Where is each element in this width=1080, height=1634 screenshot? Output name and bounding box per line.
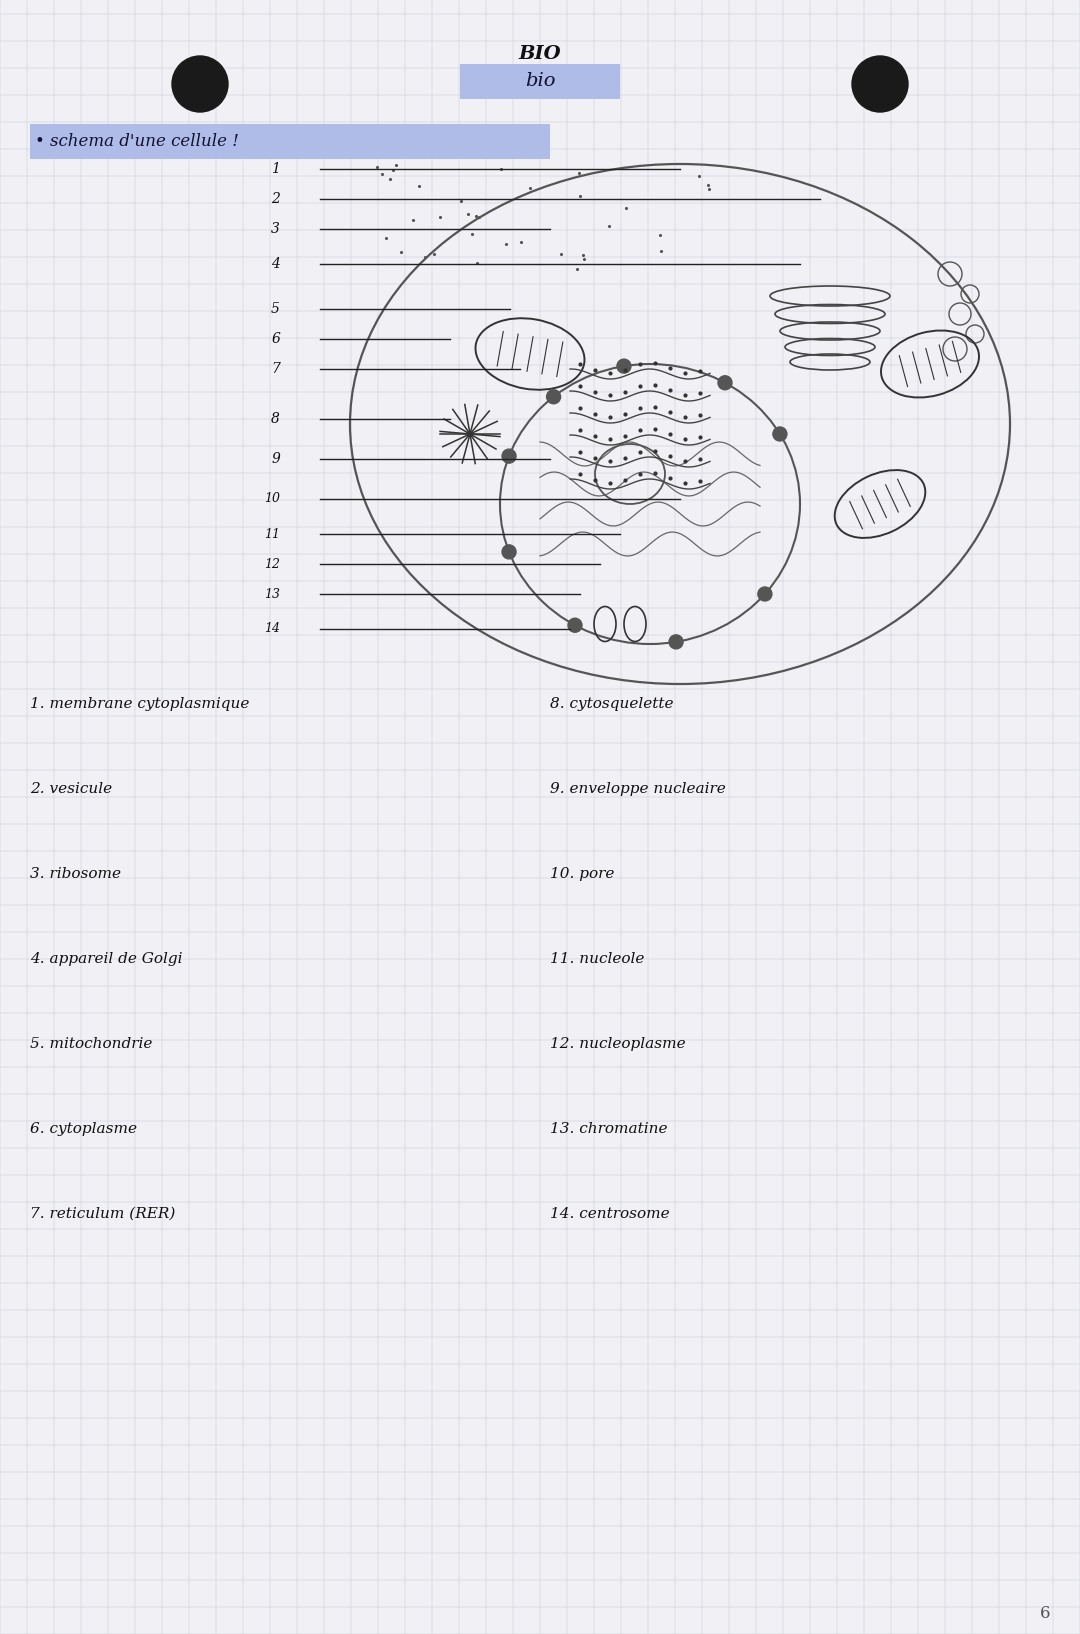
Text: 6: 6 [271,332,280,346]
Text: 2. vesicule: 2. vesicule [30,783,112,796]
Text: 9: 9 [271,453,280,466]
Circle shape [502,449,516,462]
Text: 10: 10 [264,492,280,505]
Text: 5. mitochondrie: 5. mitochondrie [30,1038,152,1051]
Circle shape [617,359,631,373]
Text: 12: 12 [264,557,280,570]
Text: 8. cytosquelette: 8. cytosquelette [550,698,674,711]
Text: 14. centrosome: 14. centrosome [550,1208,670,1221]
Text: bio: bio [525,72,555,90]
Circle shape [718,376,732,391]
Text: 8: 8 [271,412,280,426]
Text: 7: 7 [271,363,280,376]
Circle shape [852,56,908,113]
Text: 14: 14 [264,623,280,636]
Circle shape [546,391,561,404]
Circle shape [172,56,228,113]
Text: 11. nucleole: 11. nucleole [550,953,645,966]
Circle shape [502,544,516,559]
Text: 3: 3 [271,222,280,235]
Text: 1. membrane cytoplasmique: 1. membrane cytoplasmique [30,698,249,711]
Text: 1: 1 [271,162,280,176]
Text: 3. ribosome: 3. ribosome [30,868,121,881]
FancyBboxPatch shape [460,64,620,100]
Circle shape [669,636,683,649]
Circle shape [758,587,772,601]
Text: 5: 5 [271,302,280,315]
Text: 4: 4 [271,257,280,271]
Text: 11: 11 [264,528,280,541]
Text: 10. pore: 10. pore [550,868,615,881]
Text: 7. reticulum (RER): 7. reticulum (RER) [30,1208,175,1221]
Circle shape [568,618,582,632]
Text: 6: 6 [1039,1606,1050,1623]
Text: 2: 2 [271,193,280,206]
Circle shape [773,426,787,441]
Text: 4. appareil de Golgi: 4. appareil de Golgi [30,953,183,966]
Text: 6. cytoplasme: 6. cytoplasme [30,1123,137,1136]
FancyBboxPatch shape [30,124,550,158]
Text: BIO: BIO [518,46,562,64]
Text: 9. enveloppe nucleaire: 9. enveloppe nucleaire [550,783,726,796]
Text: • schema d'une cellule !: • schema d'une cellule ! [35,134,239,150]
Text: 13: 13 [264,588,280,601]
Text: 12. nucleoplasme: 12. nucleoplasme [550,1038,686,1051]
Text: 13. chromatine: 13. chromatine [550,1123,667,1136]
